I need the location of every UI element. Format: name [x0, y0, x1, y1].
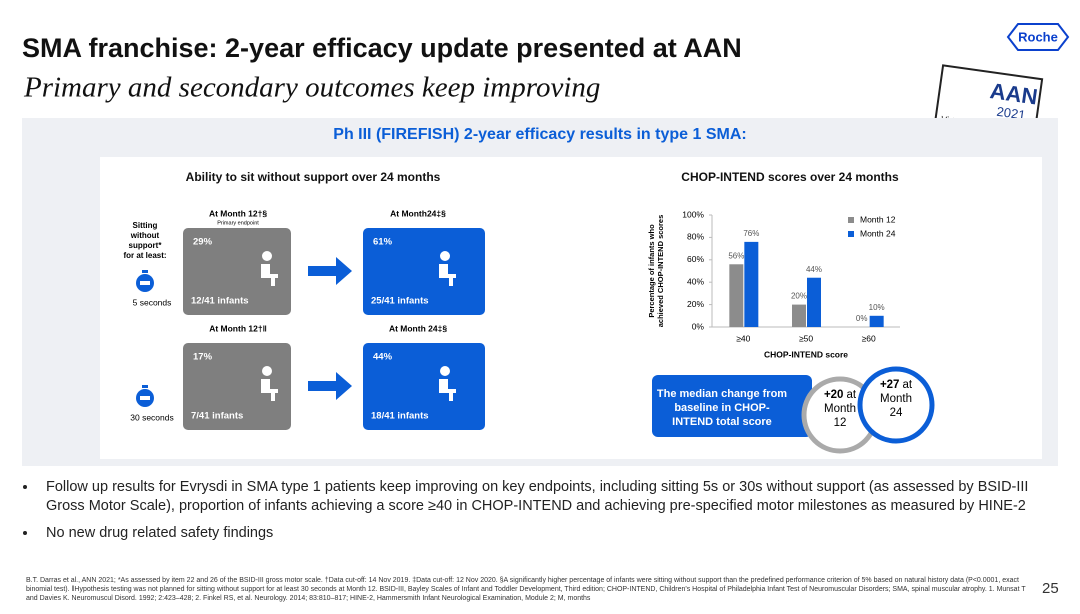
- title: SMA franchise: 2-year efficacy update pr…: [22, 33, 742, 63]
- duration: 30 seconds: [130, 412, 173, 422]
- circle-text: 12: [834, 417, 847, 429]
- box-pct: 29%: [193, 237, 213, 248]
- subtitle: Primary and secondary outcomes keep impr…: [23, 72, 600, 104]
- box-sub: Primary endpoint: [217, 220, 259, 226]
- median-text: baseline in CHOP-: [674, 402, 770, 414]
- legend-swatch: [848, 231, 854, 237]
- box-heading: At Month 24‡§: [389, 323, 447, 333]
- person-icon: [439, 264, 456, 286]
- x-tick-label: ≥60: [862, 333, 876, 343]
- person-icon: [262, 251, 272, 261]
- circle-text: Month: [880, 393, 912, 405]
- result-box: [363, 343, 485, 430]
- side-label: support*: [129, 241, 163, 250]
- person-icon: [261, 379, 278, 401]
- y-tick-label: 80%: [687, 232, 704, 242]
- box-heading: At Month24‡§: [390, 208, 446, 218]
- median-text: The median change from: [657, 388, 787, 400]
- circle-value: +27 at: [880, 379, 913, 391]
- data-label: 76%: [743, 229, 759, 238]
- legend-label: Month 12: [860, 214, 896, 224]
- bar: [807, 277, 821, 327]
- person-icon: [440, 366, 450, 376]
- circle-value: +20: [824, 389, 844, 401]
- median-text: INTEND total score: [672, 416, 772, 428]
- bullet: Follow up results for Evrysdi in SMA typ…: [38, 478, 1068, 516]
- data-label: 20%: [791, 292, 807, 301]
- arrow: [308, 372, 352, 400]
- x-tick-label: ≥40: [736, 333, 750, 343]
- page-number: 25: [1042, 580, 1059, 597]
- side-label: Sitting: [133, 221, 158, 230]
- bar: [869, 315, 884, 327]
- person-icon: [262, 366, 272, 376]
- box-heading: At Month 12†‖: [209, 323, 267, 333]
- stopwatch: [140, 396, 150, 400]
- arrow: [308, 257, 352, 285]
- logo-frame: [1006, 23, 1070, 51]
- footnote: B.T. Darras et al., ANN 2021; *As assess…: [26, 577, 1026, 602]
- badge-year: 2021: [996, 104, 1027, 123]
- data-label: 0%: [856, 314, 868, 323]
- box-infants: 7/41 infants: [191, 411, 243, 422]
- side-label: for at least:: [123, 251, 166, 260]
- box-pct: 44%: [373, 352, 393, 363]
- box-infants: 18/41 infants: [371, 411, 429, 422]
- sitting-title: Ability to sit without support over 24 m…: [186, 170, 441, 184]
- person-icon: [440, 251, 450, 261]
- box-heading: At Month 12†§: [209, 208, 267, 218]
- data-label: 10%: [869, 303, 885, 312]
- circle-text: Month: [824, 403, 856, 415]
- box-infants: 25/41 infants: [371, 296, 429, 307]
- bar: [744, 241, 759, 327]
- data-label: 44%: [806, 265, 822, 274]
- circle-text: at: [846, 389, 856, 401]
- y-tick-label: 20%: [687, 299, 704, 309]
- chart-title: CHOP-INTEND scores over 24 months: [681, 170, 899, 184]
- result-box: [183, 228, 291, 315]
- circle-value: +20 at: [824, 389, 857, 401]
- duration: 5 seconds: [133, 297, 172, 307]
- bar: [792, 304, 806, 327]
- y-tick-label: 60%: [687, 254, 704, 264]
- result-box: [183, 343, 291, 430]
- circle-value: +27: [880, 379, 900, 391]
- box-infants: 12/41 infants: [191, 296, 249, 307]
- box-pct: 61%: [373, 237, 393, 248]
- bar: [729, 264, 744, 327]
- result-box: [363, 228, 485, 315]
- x-axis-label: CHOP-INTEND score: [764, 349, 848, 359]
- x-tick-label: ≥50: [799, 333, 813, 343]
- y-tick-label: 100%: [682, 209, 704, 219]
- panel-title: Ph III (FIREFISH) 2-year efficacy result…: [333, 126, 746, 143]
- legend-label: Month 24: [860, 228, 896, 238]
- bullets: Follow up results for Evrysdi in SMA typ…: [20, 478, 1068, 551]
- side-label: without: [130, 231, 160, 240]
- median-circle: [857, 366, 935, 444]
- y-tick-label: 40%: [687, 276, 704, 286]
- data-label: 56%: [728, 251, 744, 260]
- stopwatch: [140, 281, 150, 285]
- y-axis-label: achieved CHOP-INTEND scores: [656, 215, 665, 328]
- circle-text: at: [902, 379, 912, 391]
- box-pct: 17%: [193, 352, 213, 363]
- stopwatch: [142, 270, 148, 273]
- stopwatch: [142, 385, 148, 388]
- person-icon: [261, 264, 278, 286]
- legend-swatch: [848, 217, 854, 223]
- y-tick-label: 0%: [692, 321, 705, 331]
- median-box: [652, 375, 812, 437]
- circle-text: 24: [890, 407, 903, 419]
- logo: Roche: [1018, 29, 1058, 44]
- y-axis-label: Percentage of infants who: [647, 224, 656, 318]
- person-icon: [439, 379, 456, 401]
- bullet: No new drug related safety findings: [38, 524, 1068, 543]
